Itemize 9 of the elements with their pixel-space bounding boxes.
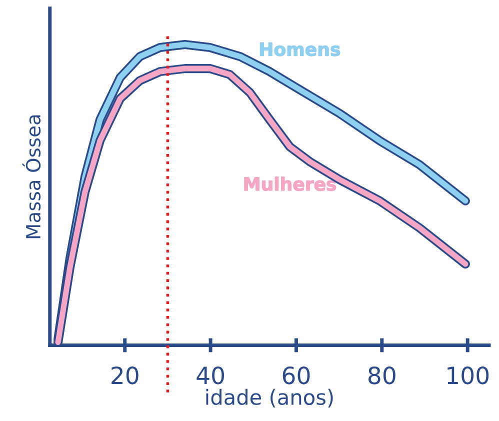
x-tick-label: 20 xyxy=(112,366,138,384)
x-tick-label: 40 xyxy=(196,366,224,384)
x-tick-label: 80 xyxy=(368,366,396,384)
y-axis-title: Massa Óssea xyxy=(22,115,41,238)
series-label: Homens xyxy=(260,42,340,56)
x-axis-title: idade (anos) xyxy=(206,388,333,408)
x-tick-label: 100 xyxy=(448,366,489,384)
x-tick-label: 60 xyxy=(282,366,310,384)
series-label: Mulheres xyxy=(244,176,336,191)
